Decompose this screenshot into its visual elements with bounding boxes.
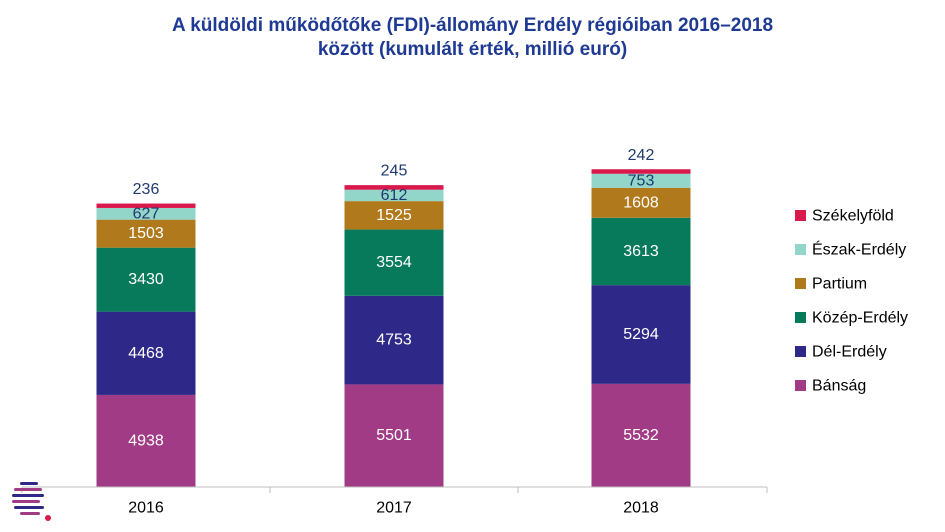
- legend-label-del-erdely: Dél-Erdély: [812, 344, 887, 361]
- data-label-del-erdely-2017: 4753: [376, 332, 412, 349]
- legend-swatch-partium: [795, 278, 806, 289]
- bar-segment-partium-2018: [591, 187, 691, 218]
- x-axis: 2016 2017 2018: [21, 486, 768, 517]
- data-label-kozep-erdely-2017: 3554: [376, 254, 412, 271]
- bar-segment-del-erdely-2016: [96, 311, 196, 395]
- data-label-bansag-2017: 5501: [376, 427, 412, 444]
- bar-segment-eszak-erdely-2018: [591, 173, 691, 188]
- legend-label-eszak-erdely: Észak-Erdély: [812, 240, 906, 259]
- data-label-partium-2018: 1608: [623, 194, 659, 211]
- legend-swatch-kozep-erdely: [795, 312, 806, 323]
- legend-swatch-eszak-erdely: [795, 244, 806, 255]
- legend-swatch-del-erdely: [795, 346, 806, 357]
- data-label-bansag-2018: 5532: [623, 427, 659, 444]
- bar-segment-bansag-2018: [591, 383, 691, 487]
- bar-segment-partium-2016: [96, 219, 196, 248]
- bar-segment-kozep-erdely-2018: [591, 217, 691, 286]
- legend-label-bansag: Bánság: [812, 378, 866, 395]
- logo-icon: [12, 482, 51, 521]
- data-label-eszak-erdely-2018: 753: [628, 172, 655, 189]
- bars-group: [96, 169, 691, 487]
- bar-segment-kozep-erdely-2017: [344, 229, 444, 296]
- bar-segment-bansag-2017: [344, 384, 444, 487]
- data-label-szekelyfold-2016: 236: [133, 181, 160, 198]
- data-label-del-erdely-2018: 5294: [623, 326, 659, 343]
- bar-segment-bansag-2016: [96, 394, 196, 487]
- chart-title-line-2: között (kumulált érték, millió euró): [317, 39, 628, 60]
- data-label-partium-2016: 1503: [128, 225, 164, 242]
- bar-segment-del-erdely-2018: [591, 285, 691, 384]
- data-label-del-erdely-2016: 4468: [128, 345, 164, 362]
- x-tick-label-2017: 2017: [376, 500, 412, 517]
- bar-segment-eszak-erdely-2017: [344, 189, 444, 202]
- legend-label-szekelyfold: Székelyföld: [812, 208, 894, 225]
- legend: Székelyföld Észak-Erdély Partium Közép-Erdé…: [795, 208, 908, 395]
- legend-swatch-bansag: [795, 380, 806, 391]
- data-label-partium-2017: 1525: [376, 207, 412, 224]
- bar-segment-eszak-erdely-2016: [96, 207, 196, 220]
- data-label-eszak-erdely-2016: 627: [133, 205, 160, 222]
- bar-segment-szekelyfold-2018: [591, 169, 691, 174]
- legend-swatch-szekelyfold: [795, 210, 806, 221]
- bar-segment-szekelyfold-2016: [96, 203, 196, 208]
- chart-title-line-1: A küldöldi működőtőke (FDI)-állomány Erd…: [171, 15, 774, 36]
- data-label-szekelyfold-2017: 245: [381, 163, 408, 180]
- bar-segment-partium-2017: [344, 201, 444, 230]
- data-label-kozep-erdely-2018: 3613: [623, 243, 659, 260]
- data-label-szekelyfold-2018: 242: [628, 147, 655, 164]
- x-tick-label-2016: 2016: [128, 500, 164, 517]
- data-label-kozep-erdely-2016: 3430: [128, 271, 164, 288]
- bar-segment-del-erdely-2017: [344, 295, 444, 385]
- data-label-bansag-2016: 4938: [128, 432, 164, 449]
- data-label-eszak-erdely-2017: 612: [381, 187, 408, 204]
- bar-segment-szekelyfold-2017: [344, 185, 444, 190]
- legend-label-kozep-erdely: Közép-Erdély: [812, 310, 908, 327]
- chart-title: A küldöldi működőtőke (FDI)-állomány Erd…: [0, 14, 945, 62]
- data-labels-group: 4938 4468 3430 1503 627 236 5501 4753 3554 1525 61…: [128, 147, 659, 450]
- bar-segment-kozep-erdely-2016: [96, 247, 196, 312]
- legend-label-partium: Partium: [812, 276, 867, 293]
- x-tick-label-2018: 2018: [623, 500, 659, 517]
